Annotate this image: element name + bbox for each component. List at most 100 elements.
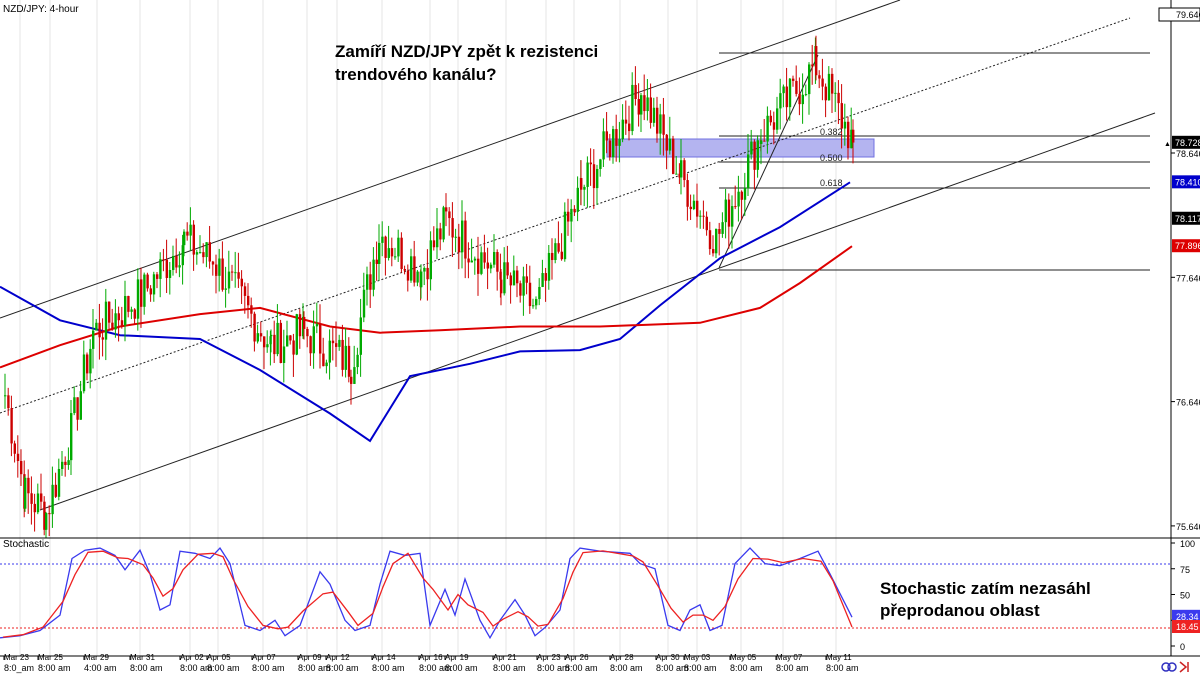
- candle-body: [331, 340, 335, 344]
- candle-body: [45, 513, 48, 530]
- candle-body: [486, 262, 489, 269]
- candle-body: [763, 140, 766, 142]
- candle-body: [362, 289, 366, 318]
- candle-body: [834, 92, 837, 94]
- candle-body: [576, 187, 579, 212]
- candle-body: [743, 188, 747, 200]
- candle-body: [448, 211, 451, 219]
- time-hour-label: 8:00 am: [180, 663, 213, 673]
- candle-body: [51, 484, 54, 515]
- candle-body: [740, 191, 743, 200]
- candle-body: [766, 115, 769, 142]
- candle-body: [36, 493, 40, 513]
- candle-body: [130, 309, 133, 312]
- candle-body: [378, 242, 381, 264]
- price-tag: [1172, 175, 1200, 189]
- fibonacci-levels: [719, 52, 1150, 271]
- candle-body: [689, 206, 692, 210]
- candle-body: [500, 279, 503, 294]
- price-tag-label: 78.117: [1175, 214, 1200, 224]
- time-date-label: May 03: [684, 653, 711, 662]
- candle-body: [172, 255, 175, 270]
- candle-body: [852, 129, 855, 143]
- candle-body: [496, 252, 499, 272]
- time-date-label: May 11: [826, 653, 852, 662]
- candle-body: [76, 397, 79, 420]
- candle-body: [480, 252, 483, 274]
- candle-body: [397, 237, 400, 257]
- candle-body: [146, 274, 149, 289]
- candle-body: [312, 326, 315, 354]
- candle-body: [457, 236, 461, 253]
- candle-body: [631, 84, 634, 132]
- candle-body: [234, 272, 237, 274]
- candle-body: [189, 224, 192, 236]
- candle-body: [824, 86, 827, 101]
- candle-body: [656, 107, 659, 134]
- chart-link-icon[interactable]: [1161, 662, 1177, 672]
- time-date-label: Apr 14: [372, 653, 396, 662]
- candle-body: [544, 273, 547, 281]
- candle-body: [250, 305, 253, 314]
- time-hour-label: 8:00 am: [776, 663, 809, 673]
- candle-body: [375, 259, 378, 264]
- candle-body: [818, 75, 821, 79]
- candle-body: [680, 160, 683, 178]
- candle-body: [186, 231, 189, 236]
- candle-body: [183, 231, 186, 246]
- scroll-to-end-icon[interactable]: [1179, 661, 1189, 673]
- candle-body: [162, 259, 165, 261]
- candle-body: [827, 73, 831, 101]
- candle-body: [747, 154, 750, 189]
- candle-body: [295, 314, 298, 355]
- candle-body: [237, 272, 240, 279]
- candle-body: [560, 251, 563, 260]
- candle-body: [30, 493, 33, 504]
- candle-body: [309, 336, 312, 354]
- candle-body: [120, 320, 124, 326]
- candle-body: [646, 97, 649, 112]
- candle-body: [708, 230, 712, 250]
- candle-body: [429, 240, 432, 280]
- candle-body: [467, 258, 470, 263]
- time-date-label: Apr 21: [493, 653, 517, 662]
- candle-body: [199, 252, 202, 254]
- candle-body: [140, 279, 143, 307]
- candle-body: [608, 140, 612, 158]
- candle-body: [263, 336, 266, 348]
- time-date-label: Mar 29: [84, 653, 109, 662]
- candle-body: [420, 271, 423, 288]
- candle-body: [372, 259, 375, 290]
- candle-body: [731, 206, 734, 227]
- candle-body: [621, 119, 624, 140]
- candle-body: [493, 252, 496, 265]
- candle-body: [573, 208, 576, 212]
- candle-body: [815, 46, 818, 76]
- price-tick-label: 75.646: [1176, 522, 1200, 532]
- stoch-tick-label: 100: [1180, 539, 1195, 549]
- candle-body: [535, 299, 538, 306]
- candle-body: [298, 314, 302, 337]
- candle-body: [634, 84, 637, 100]
- candle-body: [24, 477, 27, 509]
- candle-body: [359, 317, 362, 355]
- candle-body: [683, 160, 686, 181]
- candle-body: [516, 270, 519, 284]
- candle-body: [538, 286, 541, 300]
- gridlines: [19, 0, 837, 656]
- candle-body: [702, 215, 705, 217]
- candle-body: [477, 258, 480, 274]
- candle-body: [350, 376, 353, 384]
- candle-body: [586, 162, 589, 187]
- svg-text:▲: ▲: [1164, 141, 1171, 148]
- price-axis: 79.73779.64678.64677.64676.64675.646 78.…: [1158, 0, 1200, 538]
- candle-body: [801, 94, 804, 105]
- candle-body: [208, 242, 211, 262]
- candle-body: [772, 122, 776, 130]
- price-tick-label: 77.646: [1176, 273, 1200, 283]
- candle-body: [413, 256, 416, 283]
- stochastic-k-line: [0, 547, 853, 640]
- candle-body: [149, 288, 152, 295]
- candle-body: [101, 337, 104, 340]
